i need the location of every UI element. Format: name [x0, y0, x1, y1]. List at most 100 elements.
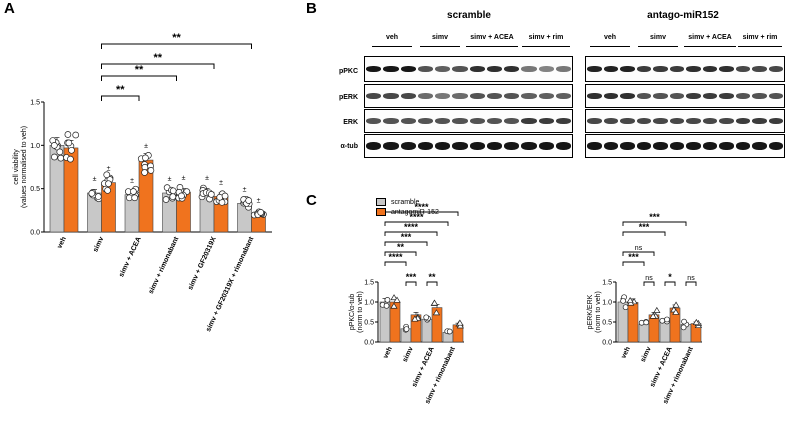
significance-label: ** [116, 84, 125, 96]
blot-band [417, 142, 433, 150]
data-point [649, 312, 657, 319]
significance-label: *** [406, 272, 417, 282]
x-tick-label: simv [640, 346, 653, 364]
data-point [207, 191, 215, 198]
x-tick-label: simv + ACEA [411, 346, 436, 388]
blot-band [752, 142, 767, 150]
data-point [245, 197, 252, 204]
blot-band [620, 66, 635, 72]
significance-label: ns [687, 275, 695, 282]
data-point [68, 146, 75, 154]
blot-title-scramble: scramble [447, 10, 491, 21]
significance-label: ** [428, 272, 436, 282]
blot-band [366, 142, 382, 150]
data-point [72, 131, 80, 139]
significance-bracket [101, 95, 140, 101]
blot-band [521, 142, 537, 150]
blot-band [538, 142, 554, 150]
data-point [221, 192, 229, 200]
significance-label: **** [388, 252, 403, 262]
data-point [446, 328, 453, 335]
blot-band [669, 93, 684, 99]
blot-cond-simv-ant: simv [650, 34, 666, 41]
blot-band [735, 66, 750, 72]
blot-band [469, 118, 485, 124]
blot-band [486, 93, 502, 99]
blot-band [620, 142, 635, 150]
significance-bracket [101, 63, 215, 69]
bar-antago [648, 314, 660, 343]
x-tick-label: simv + GF20319X + rimonabant [205, 235, 256, 333]
pm-marker: ± [168, 176, 172, 183]
blot-band [653, 142, 668, 150]
blot-band [521, 66, 537, 72]
legend-label-scramble: scramble [391, 198, 420, 206]
data-point [390, 294, 398, 301]
blot-band [719, 118, 734, 124]
blot-band [469, 93, 485, 99]
significance-bracket [622, 221, 687, 226]
blot-band [555, 118, 571, 124]
blot-band [435, 142, 451, 150]
y-axis-label-sub: (norm to veh) [357, 291, 364, 333]
blot-band [555, 93, 571, 99]
blot-title-antago: antago-miR152 [647, 10, 719, 21]
blot-band [417, 118, 433, 124]
blot-band [400, 142, 416, 150]
significance-label: ns [645, 275, 653, 282]
blot-band [752, 93, 767, 99]
data-point [681, 318, 687, 325]
significance-label: *** [628, 252, 639, 262]
blot-cond-underline [684, 46, 736, 47]
blot-strip [585, 56, 785, 82]
blot-band [702, 93, 717, 99]
data-point [390, 302, 398, 309]
blot-band [752, 66, 767, 72]
blot-band [400, 66, 416, 72]
significance-label: ** [397, 242, 405, 252]
blot-band [768, 93, 783, 99]
blot-band [653, 118, 668, 124]
blot-strip [364, 56, 573, 82]
data-point [51, 142, 58, 149]
blot-band [452, 66, 468, 72]
data-point [51, 153, 58, 161]
significance-bracket [101, 75, 177, 81]
blot-cond-underline [638, 46, 678, 47]
blot-band [555, 66, 571, 72]
pm-marker: ± [144, 143, 148, 150]
blot-band [521, 118, 537, 124]
blot-band [366, 93, 382, 99]
pm-marker: ± [219, 179, 223, 186]
significance-label: *** [649, 212, 660, 222]
panel-b-letter: B [306, 0, 317, 17]
blot-strip [364, 109, 573, 133]
blot-band [469, 66, 485, 72]
pm-marker: ± [205, 175, 209, 182]
data-point [680, 324, 687, 331]
data-point [131, 194, 139, 202]
data-point [257, 208, 265, 216]
significance-bracket [405, 281, 417, 286]
blot-band [735, 93, 750, 99]
chart-a-cell-viability: 0.0 0.5 1.0 1.5 cell viability (values normal… [13, 32, 272, 333]
significance-label: **** [414, 202, 429, 212]
pm-marker: ± [93, 176, 97, 183]
blot-band [587, 118, 602, 124]
data-point [393, 296, 401, 303]
blot-cond-underline [522, 46, 570, 47]
blot-band [603, 142, 618, 150]
y-tick-label: 1.5 [30, 100, 40, 107]
blot-band [383, 66, 399, 72]
blot-cond-underline [420, 46, 460, 47]
data-point [692, 318, 700, 325]
data-point [659, 317, 666, 324]
blot-band [504, 118, 520, 124]
blot-band [383, 118, 399, 124]
blot-band [538, 118, 554, 124]
pm-marker: ± [130, 178, 134, 185]
blot-band [653, 66, 668, 72]
y-axis-label: pPKC/α-tub [349, 294, 356, 330]
legend-item-scramble: scramble [376, 197, 439, 207]
blot-band [366, 118, 382, 124]
